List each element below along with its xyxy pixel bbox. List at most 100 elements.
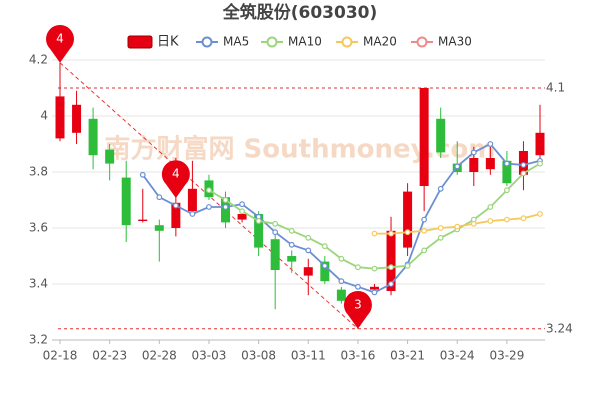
legend-swatch <box>266 36 278 48</box>
ma-point <box>537 211 543 217</box>
legend-swatch <box>127 35 153 49</box>
x-tick-label: 03-24 <box>440 349 475 363</box>
ma-point <box>404 262 411 269</box>
x-tick-label: 03-29 <box>489 349 524 363</box>
ma-line <box>142 142 541 294</box>
ma-point <box>404 229 411 236</box>
ma-point <box>520 162 527 168</box>
candle-body <box>171 202 181 228</box>
ma-point <box>487 141 494 147</box>
ma-point <box>537 160 543 167</box>
ma-point <box>371 265 378 272</box>
legend-label: MA30 <box>438 35 472 49</box>
ma-point <box>470 149 477 156</box>
pin-label: 3 <box>354 297 362 311</box>
ma-point <box>288 227 295 234</box>
legend-label: MA5 <box>223 35 249 49</box>
candle-body <box>287 256 297 262</box>
ma-point <box>139 171 146 178</box>
candle-body <box>237 214 247 220</box>
candle-body <box>121 177 131 226</box>
x-tick-label: 02-18 <box>43 349 78 363</box>
ma-point <box>206 204 212 210</box>
ma-point <box>503 216 510 223</box>
candle-body <box>386 230 396 291</box>
ma-point <box>421 247 428 254</box>
ma-point <box>239 208 245 215</box>
ma-point <box>338 255 345 262</box>
ma-point <box>239 201 245 208</box>
pin <box>45 25 75 63</box>
candle-body <box>72 104 82 133</box>
ma-point <box>156 194 163 201</box>
legend-swatch <box>416 36 428 48</box>
reference-label: 4.1 <box>546 81 565 95</box>
ma-point <box>321 243 328 250</box>
legend-swatch <box>341 36 353 48</box>
ma-point <box>454 163 461 170</box>
reference-label: 3.24 <box>546 321 573 335</box>
ma-point <box>437 185 444 192</box>
candle-body <box>336 289 346 301</box>
ma-point <box>321 262 328 269</box>
y-tick-label: 3.8 <box>29 165 48 179</box>
ma-point <box>305 234 312 241</box>
ma-point <box>470 220 477 227</box>
ma-point <box>487 204 494 210</box>
candle-body <box>320 261 330 282</box>
legend-label: 日K <box>157 35 179 50</box>
candle-body <box>55 96 65 139</box>
ma-point <box>305 247 312 254</box>
candle-body <box>485 158 495 170</box>
x-tick-label: 03-21 <box>390 349 425 363</box>
ma-point <box>288 241 295 248</box>
legend-swatch <box>201 36 213 48</box>
x-tick-label: 02-28 <box>142 349 177 363</box>
pin <box>343 291 372 329</box>
ma-point <box>355 264 361 271</box>
ma-point <box>388 281 394 287</box>
x-tick-label: 03-03 <box>192 349 227 363</box>
candle-body <box>469 158 479 172</box>
candle-body <box>436 118 446 153</box>
chart-title: 全筑股份(603030) <box>222 2 378 23</box>
ma-point <box>272 229 279 236</box>
ma-point <box>520 215 527 222</box>
x-tick-label: 03-11 <box>291 349 326 363</box>
ma-point <box>206 187 212 194</box>
candle-body <box>403 191 413 248</box>
ma-point <box>421 227 428 234</box>
pin <box>161 160 190 198</box>
ma-point <box>355 283 361 290</box>
x-tick-label: 03-16 <box>340 349 375 363</box>
y-tick-label: 4.2 <box>29 53 48 67</box>
candle-body <box>419 88 429 186</box>
ma-point <box>338 278 345 285</box>
ma-point <box>371 289 378 296</box>
legend-label: MA20 <box>363 35 397 49</box>
ma-point <box>388 230 394 237</box>
candle-body <box>502 160 512 184</box>
x-tick-label: 02-23 <box>92 349 127 363</box>
ma-point <box>222 204 229 210</box>
candle-body <box>138 219 148 221</box>
y-tick-label: 3.4 <box>29 277 48 291</box>
candle-body <box>303 267 313 276</box>
ma-point <box>272 220 279 227</box>
ma-point <box>454 223 461 230</box>
candle-body <box>535 132 545 156</box>
ma-point <box>503 187 510 194</box>
ma-point <box>421 216 428 223</box>
candle-body <box>254 214 264 248</box>
ma-point <box>189 211 196 217</box>
candle-body <box>270 239 280 270</box>
ma-point <box>255 218 262 224</box>
candle-body <box>369 286 379 290</box>
y-tick-label: 3.6 <box>29 221 48 235</box>
candle-body <box>88 118 98 156</box>
pin-label: 4 <box>56 31 64 45</box>
candle-body <box>105 149 115 164</box>
ma-point <box>222 197 229 203</box>
watermark: 南方财富网 Southmoney.com <box>105 134 496 165</box>
pin-label: 4 <box>172 167 180 181</box>
